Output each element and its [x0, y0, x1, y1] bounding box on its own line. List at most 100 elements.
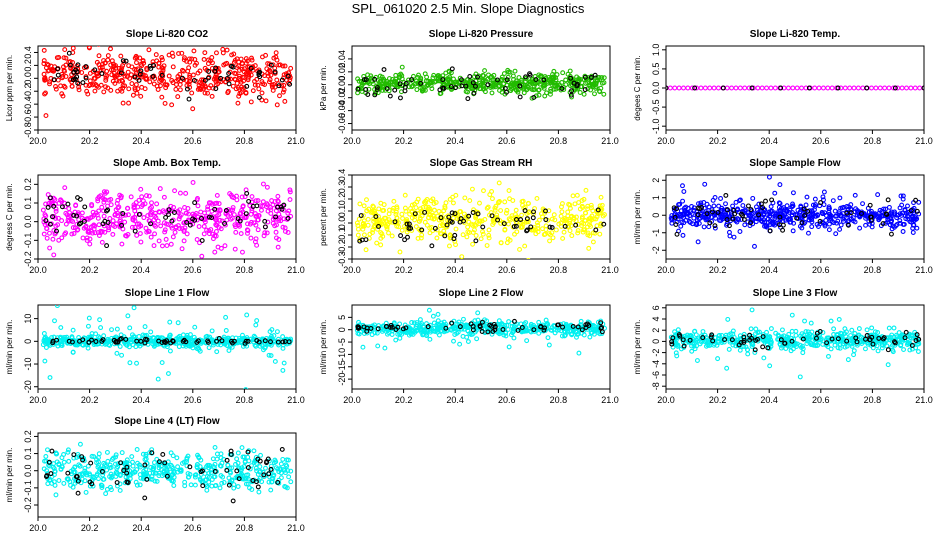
data-point	[678, 223, 684, 229]
data-point	[77, 341, 83, 347]
data-point	[148, 234, 154, 240]
data-point	[867, 337, 873, 343]
data-point	[570, 323, 576, 329]
data-point	[485, 82, 491, 88]
data-point	[902, 207, 908, 213]
data-point	[191, 77, 197, 83]
data-point	[749, 212, 755, 218]
data-point	[119, 77, 125, 83]
data-point	[700, 209, 706, 214]
data-point	[511, 224, 517, 229]
data-point	[218, 75, 224, 81]
data-point	[386, 76, 392, 81]
data-point	[222, 79, 228, 85]
data-point	[745, 219, 751, 225]
data-point	[239, 194, 245, 200]
data-point	[723, 212, 729, 218]
data-point	[101, 213, 107, 219]
data-point	[236, 93, 242, 99]
data-point	[253, 322, 259, 328]
data-point	[259, 90, 265, 96]
data-point	[444, 222, 450, 228]
data-point	[485, 329, 491, 335]
data-point	[70, 327, 76, 333]
data-point	[413, 224, 419, 230]
data-point	[875, 330, 881, 335]
data-point	[81, 225, 87, 231]
data-point	[68, 76, 74, 82]
data-point	[502, 226, 508, 232]
data-point	[223, 207, 229, 213]
data-point	[795, 207, 801, 213]
data-point	[507, 196, 512, 202]
data-point	[110, 78, 116, 84]
data-point	[225, 88, 231, 94]
data-point	[856, 326, 862, 332]
data-point	[132, 66, 138, 72]
data-point	[171, 204, 177, 210]
data-point	[154, 83, 160, 89]
data-point	[450, 200, 456, 206]
data-point	[897, 211, 903, 217]
data-point	[489, 331, 495, 337]
data-point	[41, 71, 47, 77]
data-point	[235, 222, 241, 228]
data-point	[695, 212, 701, 218]
data-point	[269, 84, 275, 90]
data-point	[41, 58, 47, 64]
data-point	[109, 327, 115, 333]
data-point	[93, 339, 99, 344]
data-point	[780, 227, 786, 233]
data-point	[161, 194, 167, 200]
data-point	[842, 344, 848, 350]
data-point	[155, 218, 161, 224]
data-point	[716, 85, 721, 91]
data-point	[191, 48, 197, 54]
data-point	[181, 238, 187, 244]
data-point	[190, 72, 196, 78]
data-point	[761, 355, 767, 361]
data-point	[588, 74, 594, 80]
data-point	[363, 247, 369, 253]
data-point	[176, 344, 182, 350]
x-tick-label: 20.2	[709, 395, 727, 405]
data-point	[836, 316, 842, 322]
data-point	[123, 58, 129, 64]
data-point	[175, 464, 181, 470]
data-point	[491, 321, 497, 327]
data-point	[494, 215, 500, 221]
data-point	[577, 90, 583, 95]
data-point	[764, 224, 770, 230]
data-point	[812, 196, 818, 202]
data-point	[382, 345, 388, 351]
data-point	[374, 85, 380, 90]
data-point	[595, 207, 601, 213]
data-point	[563, 82, 569, 88]
data-point	[464, 234, 470, 240]
data-point	[363, 87, 369, 92]
data-point	[198, 209, 204, 215]
data-point	[478, 236, 484, 242]
data-point	[208, 58, 213, 64]
plot-frame	[37, 304, 297, 390]
data-point	[427, 78, 433, 84]
data-point	[790, 228, 796, 234]
data-point	[98, 325, 104, 331]
data-point	[685, 85, 691, 91]
data-point	[449, 79, 454, 85]
data-point	[391, 320, 397, 326]
data-point	[755, 210, 761, 216]
data-point	[86, 315, 92, 321]
plot-frame	[37, 432, 297, 518]
data-point	[159, 360, 165, 366]
data-point	[687, 333, 692, 339]
data-point	[484, 205, 490, 211]
data-point	[119, 70, 124, 76]
data-point	[680, 198, 686, 204]
data-point	[748, 207, 754, 212]
data-point	[189, 218, 195, 224]
data-point	[213, 78, 219, 84]
data-point	[282, 63, 288, 69]
data-point	[190, 221, 196, 227]
data-point	[590, 239, 596, 245]
